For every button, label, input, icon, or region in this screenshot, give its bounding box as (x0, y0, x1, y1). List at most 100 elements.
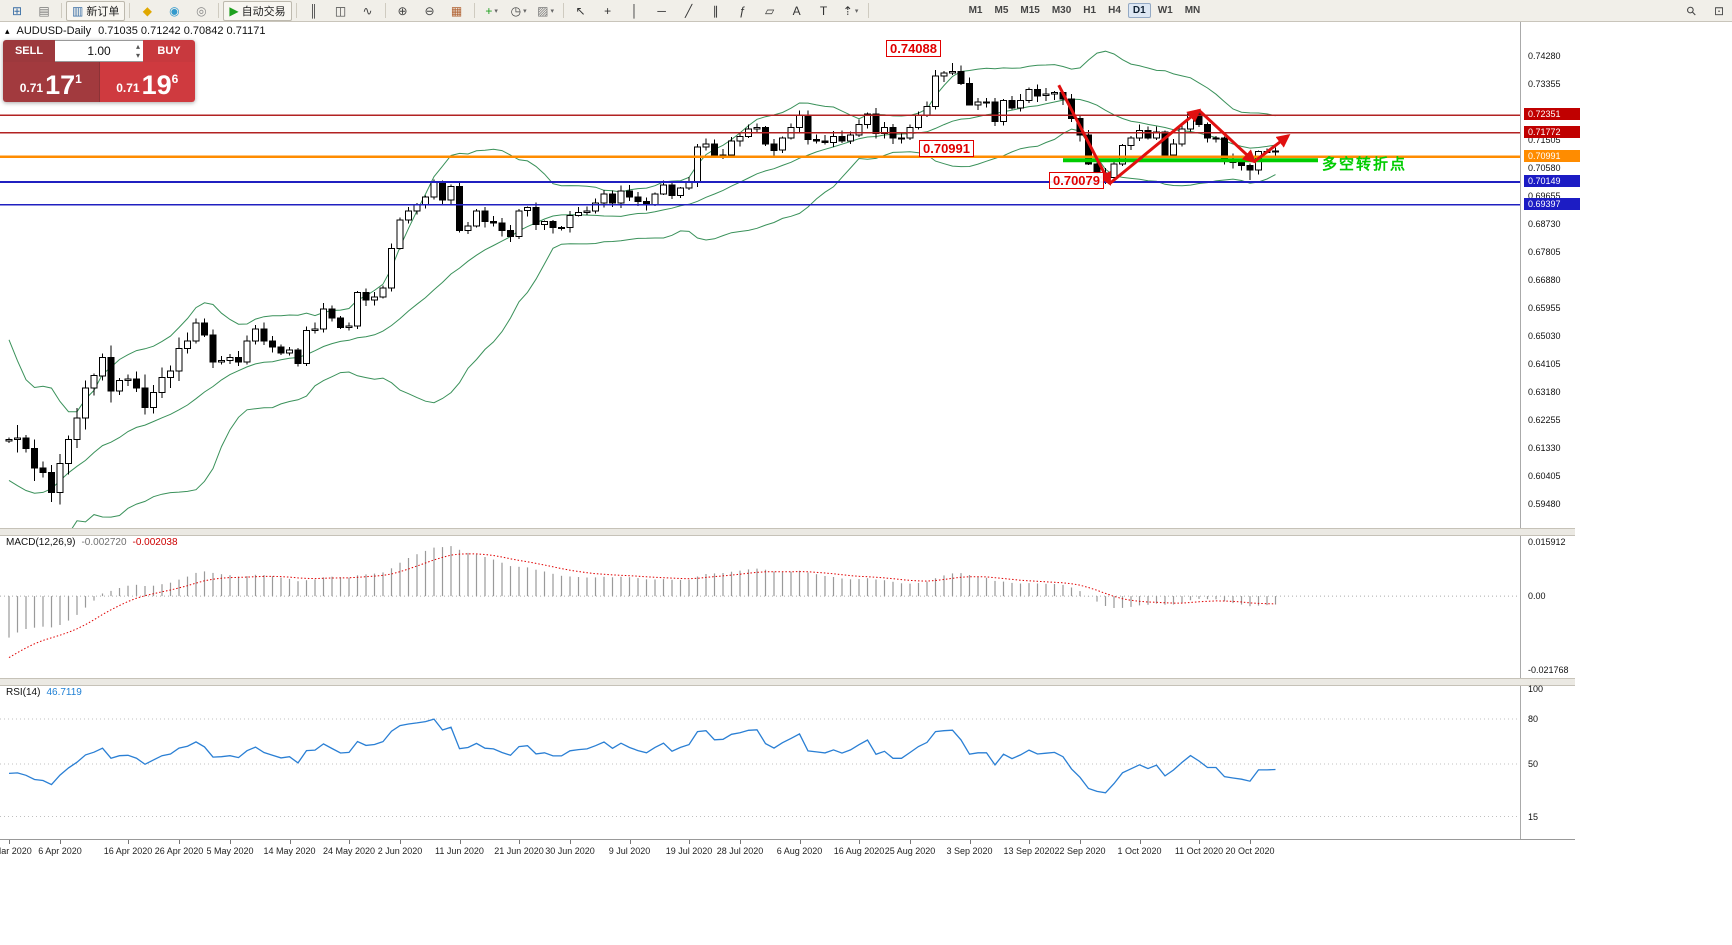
volume-down-icon[interactable]: ▾ (135, 51, 140, 60)
terminal-button[interactable]: ◉ (161, 1, 187, 21)
trendline-tool[interactable]: ╱ (676, 1, 702, 21)
shapes-icon: ▱ (764, 3, 775, 18)
zoom-out-button[interactable]: ⊖ (417, 1, 443, 21)
timeframe-h4[interactable]: H4 (1108, 5, 1121, 16)
terminal-icon: ◉ (169, 3, 180, 18)
horizontal-line-tool[interactable]: ─ (649, 1, 675, 21)
candle-body (439, 181, 446, 201)
fibonacci-icon: ƒ (739, 3, 746, 18)
timeframe-m30[interactable]: M30 (1051, 5, 1072, 16)
price-axis[interactable]: 0.74280 0.73355 0.71505 0.70580 0.69655 0.687… (1522, 0, 1642, 945)
date-tick (400, 840, 401, 844)
timeframe-m5[interactable]: M5 (994, 5, 1009, 16)
timeframe-mn[interactable]: MN (1184, 5, 1201, 16)
channel-tool[interactable]: ∥ (703, 1, 729, 21)
templates-button[interactable]: ▨ ▾ (533, 1, 559, 21)
rsi-axis-label: 50 (1528, 759, 1539, 769)
strategy-tester-icon: ◎ (196, 3, 207, 18)
bollinger-upper-band (8, 50, 1276, 413)
periods-button[interactable]: ◷ ▾ (506, 1, 532, 21)
new-chart-icon: ⊞ (11, 3, 23, 18)
volume-field[interactable]: 1.00 ▴ ▾ (55, 40, 143, 62)
panel-separator[interactable] (0, 678, 1575, 686)
new-order-icon: ▥ (72, 3, 84, 18)
zoom-in-button[interactable]: ⊕ (390, 1, 416, 21)
macd-panel[interactable] (0, 534, 1520, 678)
timeframe-w1[interactable]: W1 (1157, 5, 1173, 16)
candle-body (524, 207, 531, 212)
date-axis-label: 11 Jun 2020 (435, 846, 484, 856)
buy-button[interactable]: BUY (143, 40, 195, 62)
crosshair-tool[interactable]: + (595, 1, 621, 21)
chart-header: ▴ AUDUSD-Daily 0.71035 0.71242 0.70842 0… (5, 25, 266, 37)
strategy-tester-button[interactable]: ◎ (188, 1, 214, 21)
volume-stepper[interactable]: ▴ ▾ (136, 42, 140, 60)
timeframe-m1[interactable]: M1 (968, 5, 983, 16)
candle-body (354, 292, 361, 327)
label-tool[interactable]: T (811, 1, 837, 21)
date-tick (519, 840, 520, 844)
date-tick (740, 840, 741, 844)
vertical-line-tool[interactable]: │ (622, 1, 648, 21)
candle-body (558, 226, 565, 229)
line-chart-button[interactable]: ∿ (355, 1, 381, 21)
timeframe-h1[interactable]: H1 (1083, 5, 1097, 16)
new-order-button[interactable]: ▥ 新订单 (66, 0, 126, 21)
fibonacci-tool[interactable]: ƒ (730, 1, 756, 21)
timeframe-m15[interactable]: M15 (1020, 5, 1040, 16)
chart-profiles-button[interactable]: ▤ (31, 1, 57, 21)
crosshair-icon: + (604, 3, 612, 18)
macd-signal-line (8, 553, 1276, 659)
tile-windows-button[interactable]: ▦ (444, 1, 470, 21)
autotrading-button[interactable]: ▶ 自动交易 (223, 0, 292, 21)
panel-separator[interactable] (0, 528, 1575, 536)
chevron-down-icon: ▾ (494, 7, 498, 15)
bar-chart-button[interactable]: ║ (301, 1, 327, 21)
metaeditor-button[interactable]: ◆ (134, 1, 160, 21)
candle-body (22, 437, 30, 449)
candle-body (99, 357, 106, 377)
rsi-axis-label: 80 (1528, 714, 1539, 724)
price-axis-label: 0.65955 (1528, 302, 1561, 313)
timeframe-d1[interactable]: D1 (1127, 3, 1151, 18)
buy-price[interactable]: 0.71 19 6 (99, 62, 195, 102)
sell-price[interactable]: 0.71 17 1 (3, 62, 100, 102)
new-chart-button[interactable]: ⊞ (4, 1, 30, 21)
candlestick-chart-button[interactable]: ◫ (328, 1, 354, 21)
candle-body (498, 222, 506, 231)
sell-button[interactable]: SELL (3, 40, 55, 62)
volume-value[interactable]: 1.00 (87, 44, 111, 58)
candle-body (277, 346, 285, 354)
candle-body (481, 210, 489, 222)
cursor-tool[interactable]: ↖ (568, 1, 594, 21)
date-axis-label: 21 Jun 2020 (494, 846, 544, 856)
indicators-button[interactable]: + ▾ (479, 1, 505, 21)
shapes-tool[interactable]: ▱ (757, 1, 783, 21)
date-axis-label: 11 Oct 2020 (1174, 846, 1224, 856)
candles (5, 62, 1279, 505)
candle-body (1170, 143, 1177, 156)
candle-body (184, 340, 191, 349)
candle-body (90, 375, 98, 389)
candle-body (379, 287, 387, 298)
volume-up-icon[interactable]: ▴ (135, 42, 140, 51)
text-tool[interactable]: A (784, 1, 810, 21)
chart-ohlc-values: 0.71035 0.71242 0.70842 0.71171 (98, 25, 266, 37)
price-chart[interactable] (0, 21, 1520, 528)
arrows-tool[interactable]: ⇡ ▾ (838, 1, 864, 21)
search-icon[interactable]: ⚲ (1678, 1, 1704, 21)
buy-price-sup: 6 (171, 72, 179, 86)
candle-body (396, 219, 404, 250)
candle-body (864, 113, 871, 126)
data-window-icon[interactable]: ⊡ (1706, 1, 1732, 21)
date-axis-label: 5 May 2020 (206, 846, 254, 856)
candle-body (949, 71, 956, 74)
date-tick (969, 840, 971, 844)
candle-body (1204, 124, 1211, 139)
candle-body (1051, 92, 1058, 95)
price-axis-label: 0.68730 (1528, 218, 1561, 229)
candle-body (796, 114, 803, 129)
rsi-panel[interactable] (0, 684, 1520, 839)
oneclick-toggle-icon[interactable]: ▴ (5, 25, 10, 36)
